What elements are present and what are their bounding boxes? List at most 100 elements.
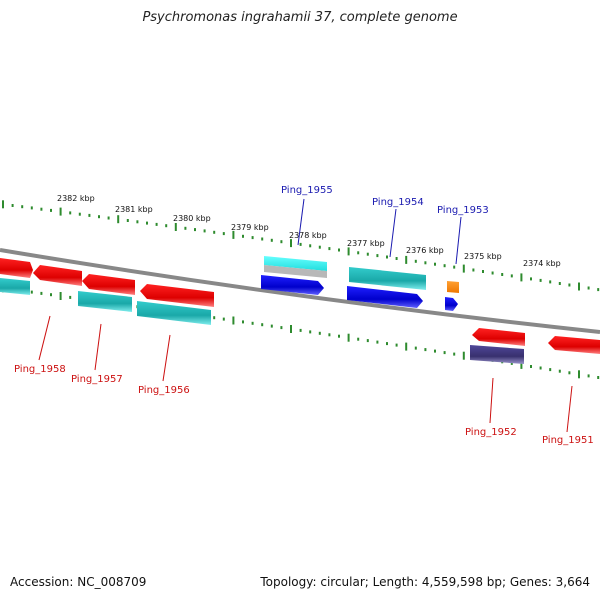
gene-arrow[interactable] — [472, 328, 525, 346]
callout-line — [94, 323, 102, 371]
minor-tick — [299, 328, 302, 332]
major-tick — [520, 360, 523, 369]
gene-label-ping-1951[interactable]: Ping_1951 — [542, 435, 594, 446]
minor-tick — [251, 236, 254, 240]
minor-tick — [558, 282, 561, 285]
gene-arrow[interactable] — [33, 265, 82, 286]
major-tick — [520, 273, 523, 282]
minor-tick — [69, 295, 72, 299]
minor-tick — [366, 252, 369, 256]
major-tick — [117, 215, 120, 224]
gene-bar[interactable] — [78, 291, 132, 312]
minor-tick — [78, 212, 81, 216]
minor-tick — [395, 257, 398, 260]
gene-arrow[interactable] — [261, 275, 324, 295]
minor-tick — [88, 213, 91, 217]
minor-tick — [270, 238, 273, 242]
minor-tick — [251, 321, 254, 325]
major-tick — [578, 370, 580, 379]
minor-tick — [242, 320, 244, 324]
callout-line — [162, 334, 171, 382]
minor-tick — [338, 334, 340, 338]
minor-tick — [155, 222, 158, 226]
minor-tick — [549, 368, 552, 372]
minor-tick — [568, 283, 571, 287]
minor-tick — [328, 333, 331, 337]
minor-tick — [30, 290, 33, 294]
minor-tick — [357, 251, 360, 255]
major-tick — [347, 333, 350, 342]
minor-tick — [309, 244, 312, 248]
minor-tick — [597, 288, 600, 292]
minor-tick — [386, 255, 388, 259]
minor-tick — [587, 374, 590, 378]
gene-label-ping-1954[interactable]: Ping_1954 — [372, 197, 424, 208]
minor-tick — [424, 348, 427, 352]
minor-tick — [165, 224, 168, 228]
minor-tick — [213, 230, 216, 234]
gene-label-ping-1957[interactable]: Ping_1957 — [71, 374, 123, 385]
gene-arrow[interactable] — [82, 274, 135, 295]
gene-bar[interactable] — [264, 256, 327, 271]
gene-label-ping-1955[interactable]: Ping_1955 — [281, 185, 333, 196]
gene-bar[interactable] — [447, 281, 459, 293]
gene-label-ping-1953[interactable]: Ping_1953 — [437, 205, 489, 216]
gene-label-ping-1956[interactable]: Ping_1956 — [138, 385, 190, 396]
upper-tick-ruler — [2, 200, 600, 292]
minor-tick — [530, 277, 532, 281]
minor-tick — [482, 270, 484, 273]
major-tick — [174, 223, 177, 231]
minor-tick — [107, 216, 110, 220]
minor-tick — [453, 265, 456, 269]
minor-tick — [539, 278, 542, 282]
gene-label-ping-1958[interactable]: Ping_1958 — [14, 364, 66, 375]
gene-bar[interactable] — [264, 265, 327, 278]
minor-tick — [126, 219, 129, 222]
minor-tick — [443, 264, 446, 268]
gene-bar[interactable] — [349, 267, 426, 290]
minor-tick — [338, 248, 340, 252]
minor-tick — [146, 221, 148, 225]
gene-arrow[interactable] — [347, 286, 423, 308]
minor-tick — [376, 254, 379, 258]
minor-tick — [539, 366, 542, 370]
minor-tick — [318, 331, 321, 335]
scale-label-2382: 2382 kbp — [57, 194, 95, 203]
major-tick — [462, 264, 465, 273]
minor-tick — [357, 337, 360, 341]
major-tick — [290, 325, 292, 333]
major-tick — [2, 200, 4, 209]
major-tick — [59, 207, 62, 216]
minor-tick — [280, 326, 283, 330]
minor-tick — [261, 323, 264, 327]
minor-tick — [50, 293, 52, 297]
scale-labels: 2382 kbp 2381 kbp 2380 kbp 2379 kbp 2378… — [57, 194, 561, 268]
gene-arrow[interactable] — [140, 284, 214, 307]
gene-arrow[interactable] — [548, 336, 600, 354]
major-tick — [405, 342, 408, 351]
gene-arrow[interactable] — [445, 297, 458, 311]
gene-bar[interactable] — [0, 278, 30, 295]
gene-arrow[interactable] — [0, 258, 33, 278]
major-tick — [232, 230, 235, 239]
major-tick — [405, 255, 408, 264]
gene-bar[interactable] — [137, 301, 211, 325]
minor-tick — [414, 346, 417, 350]
gene-bar[interactable] — [470, 345, 524, 364]
minor-tick — [270, 324, 273, 328]
minor-tick — [549, 280, 552, 284]
callout-line — [297, 198, 305, 246]
callout-line — [489, 377, 494, 424]
minor-tick — [309, 330, 312, 334]
scale-label-2381: 2381 kbp — [115, 205, 153, 214]
minor-tick — [376, 340, 379, 344]
minor-tick — [434, 262, 436, 266]
minor-tick — [69, 211, 72, 215]
callout-line — [455, 216, 462, 265]
major-tick — [347, 247, 350, 256]
scale-label-2380: 2380 kbp — [173, 214, 211, 223]
gene-label-ping-1952[interactable]: Ping_1952 — [465, 427, 517, 438]
minor-tick — [530, 365, 532, 368]
topology-text: Topology: circular; Length: 4,559,598 bp… — [260, 575, 590, 589]
